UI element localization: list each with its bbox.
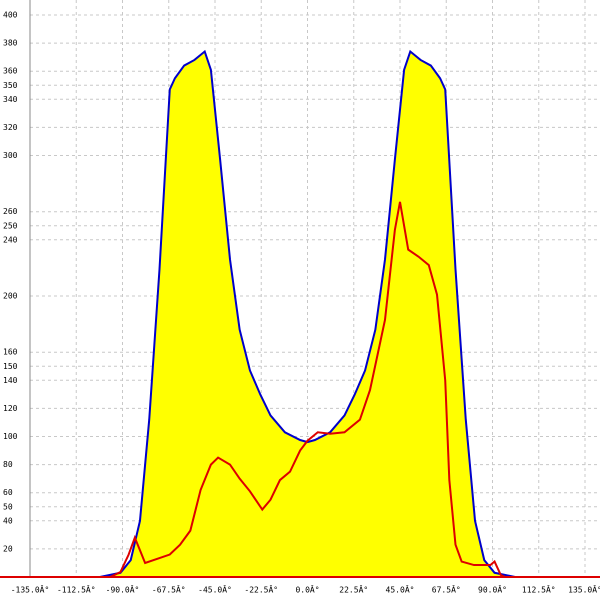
x-tick-label: 90.0Â° (478, 584, 507, 595)
line (109, 201, 506, 578)
y-tick-label: 60 (3, 488, 13, 497)
x-tick-label: -45.0Â° (198, 584, 232, 595)
y-tick-label: 360 (3, 67, 18, 76)
x-tick-label: 45.0Â° (386, 584, 415, 595)
y-tick-label: 320 (3, 123, 18, 132)
y-tick-label: 150 (3, 362, 18, 371)
y-tick-label: 250 (3, 221, 18, 230)
y-tick-label: 340 (3, 95, 18, 104)
y-tick-label: 200 (3, 292, 18, 301)
x-tick-label: -22.5Â° (244, 584, 278, 595)
y-tick-label: 40 (3, 516, 13, 525)
x-tick-label: -90.0Â° (106, 584, 140, 595)
x-tick-label: -112.5Â° (57, 584, 96, 595)
y-tick-label: 400 (3, 11, 18, 20)
area (99, 51, 516, 577)
x-tick-label: 135.0Â° (568, 584, 600, 595)
x-tick-label: 0.0Â° (295, 584, 319, 595)
x-tick-label: 67.5Â° (432, 584, 461, 595)
y-tick-label: 300 (3, 151, 18, 160)
x-tick-label: -67.5Â° (152, 584, 186, 595)
x-tick-label: -135.0Â° (11, 584, 50, 595)
y-tick-label: 120 (3, 404, 18, 413)
y-tick-label: 240 (3, 235, 18, 244)
y-tick-label: 100 (3, 432, 18, 441)
y-tick-label: 80 (3, 460, 13, 469)
x-tick-label: 112.5Â° (522, 584, 556, 595)
x-tick-label: 22.5Â° (339, 584, 368, 595)
y-tick-label: 140 (3, 376, 18, 385)
y-tick-label: 260 (3, 207, 18, 216)
y-tick-label: 350 (3, 81, 18, 90)
y-tick-label: 160 (3, 348, 18, 357)
y-tick-label: 20 (3, 544, 13, 553)
y-tick-label: 380 (3, 39, 18, 48)
y-tick-label: 50 (3, 502, 13, 511)
